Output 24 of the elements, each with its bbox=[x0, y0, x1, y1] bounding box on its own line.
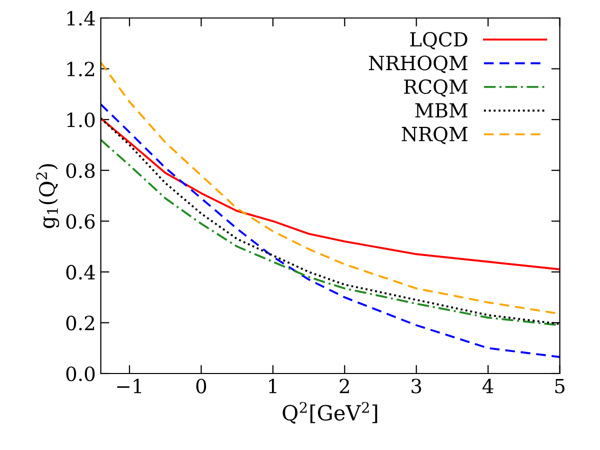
x-axis-title: Q$^{2}$[GeV$^{2}$] bbox=[282, 402, 378, 424]
y-tick-label: 0.2 bbox=[66, 316, 94, 330]
y-tick-label: 1.2 bbox=[67, 62, 94, 76]
y-tick-label: 0.0 bbox=[66, 366, 95, 382]
legend-label: NRQM bbox=[402, 126, 468, 144]
y-tick-label: 0.6 bbox=[66, 214, 95, 229]
legend-label: RCQM bbox=[404, 79, 468, 97]
legend-label: NRHOQM bbox=[368, 56, 468, 74]
y-tick-label: 0.8 bbox=[66, 163, 95, 178]
x-tick-label: 4 bbox=[482, 378, 494, 394]
x-tick-label: 1 bbox=[269, 378, 276, 394]
y-tick-label: 1.4 bbox=[67, 10, 95, 26]
y-tick-label: 1.0 bbox=[67, 112, 95, 128]
x-tick-label: −1 bbox=[117, 378, 142, 394]
legend-label: LQCD bbox=[410, 32, 468, 50]
x-tick-label: 2 bbox=[340, 378, 349, 394]
x-tick-label: 0 bbox=[196, 378, 206, 394]
x-tick-label: 3 bbox=[412, 378, 422, 394]
y-tick-label: 0.4 bbox=[66, 264, 95, 280]
x-tick-label: 5 bbox=[555, 378, 564, 394]
line-series bbox=[100, 117, 560, 270]
legend-label: MBM bbox=[415, 103, 468, 118]
y-axis-title: g$_{1}$(Q$^{2}$) bbox=[36, 164, 60, 228]
line-series bbox=[100, 103, 560, 358]
